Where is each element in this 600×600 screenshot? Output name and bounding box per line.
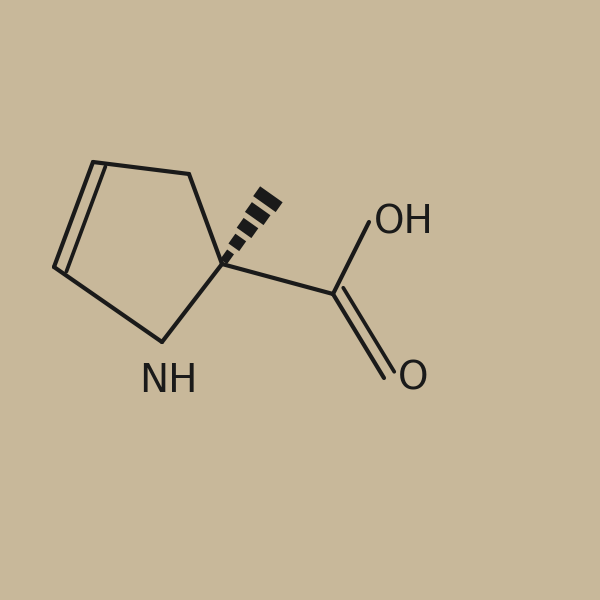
Polygon shape: [220, 250, 234, 264]
Polygon shape: [245, 202, 271, 225]
Polygon shape: [229, 233, 246, 251]
Text: OH: OH: [374, 203, 434, 241]
Polygon shape: [236, 218, 259, 238]
Polygon shape: [253, 187, 283, 212]
Text: O: O: [398, 359, 428, 397]
Text: NH: NH: [139, 362, 197, 400]
